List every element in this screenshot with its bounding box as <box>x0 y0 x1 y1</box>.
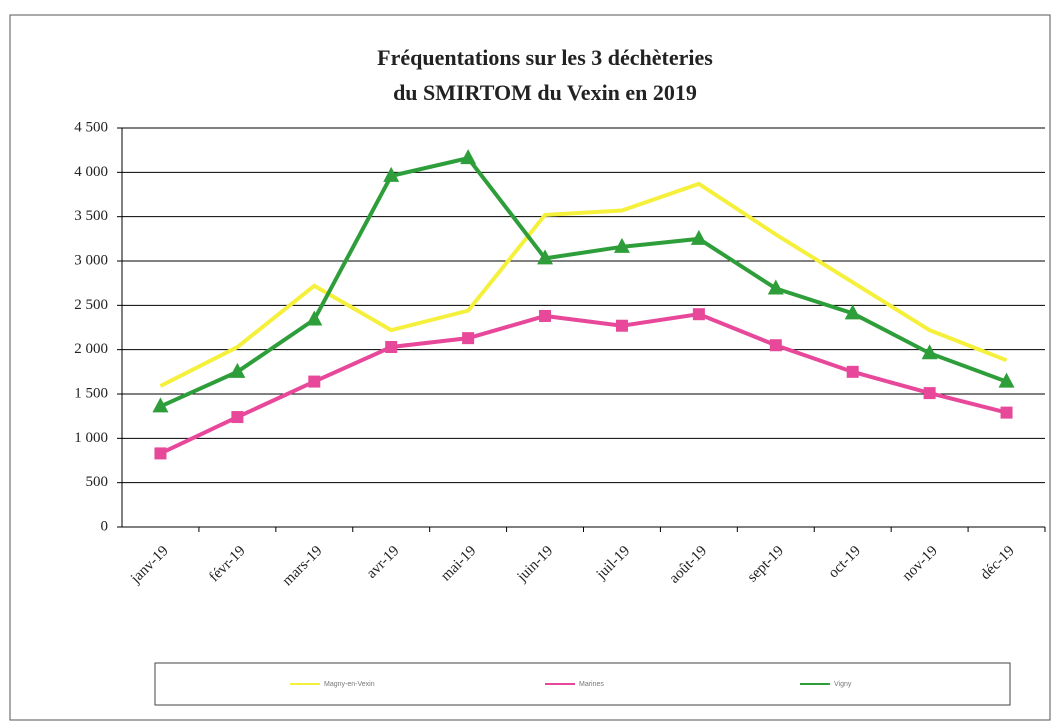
y-tick-label: 3 500 <box>74 208 108 224</box>
chart-title: Fréquentations sur les 3 déchèteries <box>377 45 713 70</box>
legend <box>154 662 1011 706</box>
marker <box>767 279 784 295</box>
x-tick-label: janv-19 <box>127 543 171 587</box>
marker <box>383 166 400 182</box>
y-tick-label: 4 500 <box>74 119 108 135</box>
marker <box>460 149 477 165</box>
marker <box>539 309 552 322</box>
y-tick-label: 2 500 <box>74 297 108 313</box>
marker <box>690 229 707 245</box>
x-tick-label: août-19 <box>666 543 710 587</box>
line <box>159 181 1008 388</box>
y-tick-label: 4 000 <box>74 164 108 180</box>
line <box>159 312 1008 456</box>
marker <box>1000 406 1013 419</box>
marker <box>846 365 859 378</box>
marker <box>306 310 323 326</box>
marker <box>152 397 169 413</box>
legend-label: Magny-en-Vexin <box>324 681 375 688</box>
y-tick-label: 1 000 <box>74 430 108 446</box>
legend-label: Marines <box>579 681 604 688</box>
marker <box>615 319 628 332</box>
y-tick-label: 2 000 <box>74 341 108 357</box>
x-tick-label: avr-19 <box>364 543 403 582</box>
legend-label: Vigny <box>834 681 852 688</box>
x-tick-label: juil-19 <box>593 543 633 583</box>
chart-frame <box>9 14 1051 721</box>
x-tick-label: oct-19 <box>826 543 864 581</box>
y-tick-label: 0 <box>101 518 109 534</box>
marker <box>613 237 630 253</box>
y-tick-label: 3 000 <box>74 252 108 268</box>
marker <box>308 375 321 388</box>
y-tick-label: 500 <box>86 474 109 490</box>
x-tick-label: mai-19 <box>438 543 479 584</box>
chart-title: du SMIRTOM du Vexin en 2019 <box>393 80 697 105</box>
marker <box>462 332 475 345</box>
marker <box>921 344 938 360</box>
marker <box>229 362 246 378</box>
marker <box>844 304 861 320</box>
y-tick-label: 1 500 <box>74 385 108 401</box>
marker <box>998 372 1015 388</box>
marker <box>692 308 705 321</box>
x-tick-label: déc-19 <box>978 543 1018 583</box>
line <box>159 155 1008 409</box>
marker <box>769 339 782 352</box>
x-tick-label: juin-19 <box>514 543 557 586</box>
marker <box>923 387 936 400</box>
marker <box>154 447 167 460</box>
x-tick-label: sept-19 <box>745 543 788 586</box>
x-tick-label: févr-19 <box>206 543 248 585</box>
x-tick-label: nov-19 <box>900 543 941 584</box>
marker <box>537 249 554 265</box>
marker <box>385 341 398 354</box>
x-tick-label: mars-19 <box>279 543 325 589</box>
marker <box>231 411 244 424</box>
